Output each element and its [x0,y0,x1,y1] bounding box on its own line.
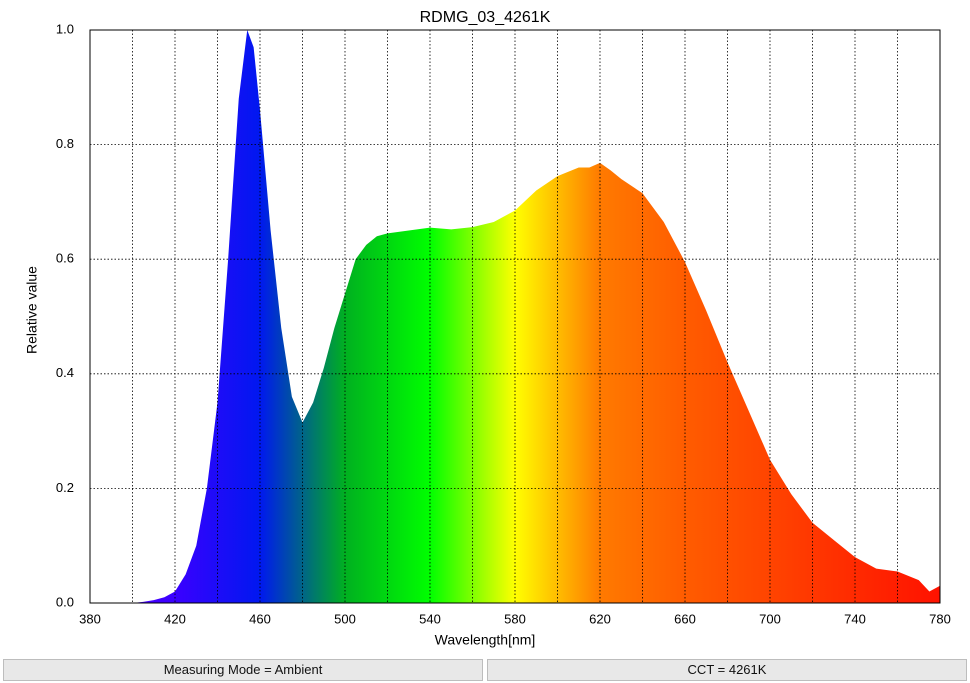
y-tick-label: 0.4 [56,365,74,380]
x-tick-label: 500 [334,611,356,626]
x-tick-label: 420 [164,611,186,626]
x-axis-label: Wavelength[nm] [435,632,536,648]
y-tick-label: 0.6 [56,251,74,266]
plot-frame [89,29,941,604]
y-tick-label: 0.8 [56,136,74,151]
x-tick-label: 700 [759,611,781,626]
y-axis-label: Relative value [24,266,40,354]
x-tick-label: 580 [504,611,526,626]
chart-title: RDMG_03_4261K [420,9,551,26]
y-tick-label: 0.2 [56,480,74,495]
x-tick-label: 740 [844,611,866,626]
x-tick-label: 540 [419,611,441,626]
y-tick-label: 1.0 [56,21,74,36]
x-tick-label: 780 [929,611,951,626]
spectrum-area [90,30,940,603]
x-tick-label: 660 [674,611,696,626]
status-mode: Measuring Mode = Ambient [3,659,483,681]
x-tick-label: 380 [79,611,101,626]
x-tick-label: 460 [249,611,271,626]
y-tick-label: 0.0 [56,594,74,609]
chart: RDMG_03_4261K Wavelength[nm] Relative va… [24,9,951,648]
x-tick-label: 620 [589,611,611,626]
status-cct: CCT = 4261K [487,659,967,681]
